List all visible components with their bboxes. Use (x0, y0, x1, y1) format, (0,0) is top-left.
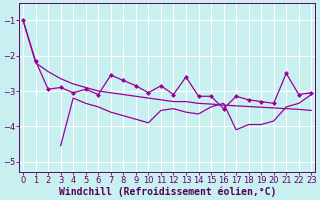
X-axis label: Windchill (Refroidissement éolien,°C): Windchill (Refroidissement éolien,°C) (59, 187, 276, 197)
